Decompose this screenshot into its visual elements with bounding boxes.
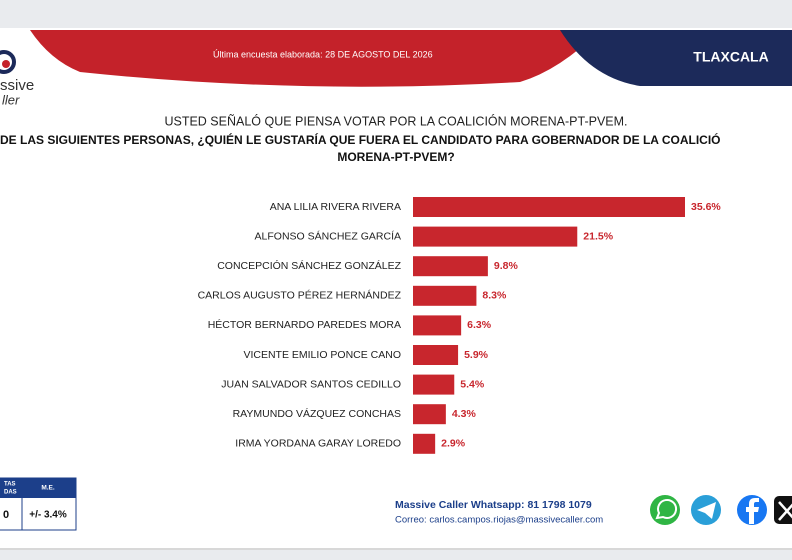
- bottom-edge: [0, 548, 792, 550]
- footer-whatsapp: Massive Caller Whatsapp: 81 1798 1079: [395, 499, 592, 511]
- bar: [413, 256, 488, 277]
- value-label: 4.3%: [452, 408, 477, 420]
- bar: [413, 374, 455, 395]
- value-label: 5.4%: [460, 378, 485, 390]
- value-label: 35.6%: [691, 201, 721, 213]
- category-label: IRMA YORDANA GARAY LOREDO: [235, 438, 401, 450]
- bar: [413, 404, 446, 425]
- bar: [413, 197, 685, 217]
- bar: [413, 226, 578, 247]
- value-label: 9.8%: [494, 260, 519, 272]
- category-label: JUAN SALVADOR SANTOS CEDILLO: [221, 378, 401, 390]
- value-label: 8.3%: [482, 290, 507, 302]
- logo-icon: [0, 50, 16, 74]
- stats-header-label: TAS: [4, 482, 16, 488]
- bar: [413, 285, 477, 306]
- category-label: CARLOS AUGUSTO PÉREZ HERNÁNDEZ: [198, 289, 402, 302]
- stats-header-label: M.E.: [41, 485, 55, 492]
- stats-header-label: DAS: [4, 490, 17, 496]
- chart-subtitle: MORENA-PT-PVEM?: [337, 150, 454, 164]
- facebook-glyph: [746, 498, 759, 524]
- value-label: 5.9%: [464, 349, 489, 361]
- value-label: 21.5%: [583, 230, 613, 242]
- logo-text: ller: [2, 92, 20, 107]
- x-glyph: [778, 501, 792, 521]
- bar: [413, 315, 462, 336]
- category-label: CONCEPCIÓN SÁNCHEZ GONZÁLEZ: [217, 259, 401, 272]
- telegram-glyph: [697, 502, 716, 519]
- category-label: HÉCTOR BERNARDO PAREDES MORA: [208, 318, 401, 331]
- chart-title: USTED SEÑALÓ QUE PIENSA VOTAR POR LA COA…: [164, 113, 627, 128]
- logo-icon-dot: [2, 60, 10, 68]
- footer-email: Correo: carlos.campos.riojas@massivecall…: [395, 515, 603, 526]
- category-label: RAYMUNDO VÁZQUEZ CONCHAS: [233, 407, 401, 420]
- region: TLAXCALA: [693, 49, 768, 65]
- chart-subtitle: DE LAS SIGUIENTES PERSONAS, ¿QUIÉN LE GU…: [0, 132, 721, 147]
- whatsapp-glyph: [655, 499, 677, 520]
- category-label: ANA LILIA RIVERA RIVERA: [270, 201, 401, 213]
- stats-header: [0, 478, 76, 498]
- bar-chart: ANA LILIA RIVERA RIVERA 35.6% ALFONSO SÁNC…: [198, 197, 721, 454]
- value-label: 6.3%: [467, 319, 492, 331]
- slide: [0, 28, 792, 548]
- bar: [413, 345, 459, 365]
- survey-date: Última encuesta elaborada: 28 DE AGOSTO …: [213, 49, 433, 59]
- category-label: ALFONSO SÁNCHEZ GARCÍA: [255, 229, 401, 242]
- logo-text: ssive: [0, 77, 34, 94]
- stats-value: 0: [3, 509, 9, 521]
- bar: [413, 433, 436, 454]
- header-band: [560, 30, 792, 86]
- header-swoosh: [30, 30, 600, 87]
- stats-value: +/- 3.4%: [29, 510, 67, 521]
- value-label: 2.9%: [441, 438, 466, 450]
- category-label: VICENTE EMILIO PONCE CANO: [243, 349, 401, 361]
